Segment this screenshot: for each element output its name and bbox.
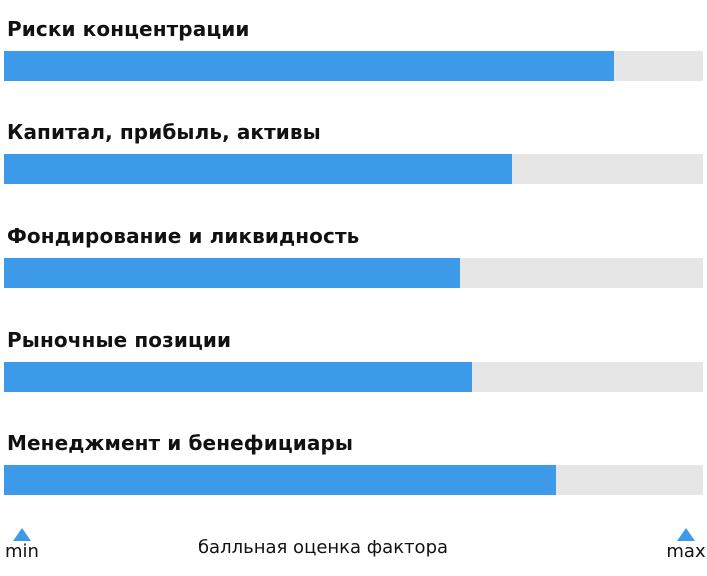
triangle-up-icon <box>677 528 695 541</box>
factor-label: Фондирование и ликвидность <box>7 224 360 248</box>
min-label: min <box>5 541 39 562</box>
triangle-up-icon <box>13 528 31 541</box>
bar-track <box>4 258 703 288</box>
bar-fill <box>4 258 460 288</box>
factor-label: Капитал, прибыль, активы <box>7 120 321 144</box>
max-marker: max <box>666 528 706 562</box>
factor-label: Риски концентрации <box>7 17 250 41</box>
min-marker: min <box>2 528 42 562</box>
bar-track <box>4 154 703 184</box>
bar-track <box>4 465 703 495</box>
axis-caption: балльная оценка фактора <box>197 537 449 558</box>
score-scale: min балльная оценка фактора max <box>0 528 707 576</box>
factor-label: Рыночные позиции <box>7 328 232 352</box>
bar-fill <box>4 465 556 495</box>
bar-fill <box>4 154 512 184</box>
factor-label: Менеджмент и бенефициары <box>7 431 354 455</box>
bar-fill <box>4 51 614 81</box>
bar-fill <box>4 362 472 392</box>
max-label: max <box>666 541 706 562</box>
bar-track <box>4 362 703 392</box>
bar-track <box>4 51 703 81</box>
